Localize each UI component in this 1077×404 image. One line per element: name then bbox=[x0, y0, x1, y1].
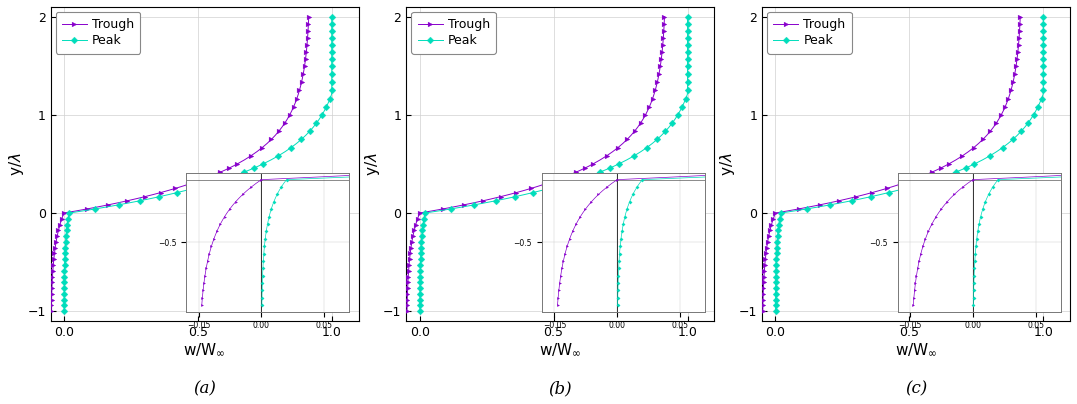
X-axis label: w/W$_\infty$: w/W$_\infty$ bbox=[540, 342, 582, 358]
Trough bbox=[1002, 96, 1015, 101]
Trough bbox=[761, 237, 774, 242]
Trough bbox=[756, 300, 769, 305]
Line: Trough: Trough bbox=[48, 14, 311, 314]
Trough bbox=[574, 168, 587, 173]
Peak bbox=[913, 182, 926, 187]
Trough bbox=[219, 168, 232, 173]
Trough bbox=[45, 288, 58, 293]
Peak bbox=[771, 237, 784, 242]
Peak bbox=[201, 182, 214, 187]
Peak bbox=[599, 168, 612, 173]
Trough bbox=[45, 300, 58, 305]
Trough bbox=[45, 309, 58, 314]
Peak bbox=[681, 14, 694, 19]
Legend: Trough, Peak: Trough, Peak bbox=[56, 12, 140, 54]
Trough bbox=[646, 96, 659, 101]
Text: (b): (b) bbox=[548, 381, 572, 398]
Y-axis label: y/$\lambda$: y/$\lambda$ bbox=[6, 152, 26, 176]
Peak bbox=[414, 300, 426, 305]
Trough bbox=[1013, 14, 1026, 19]
Trough bbox=[537, 182, 550, 187]
Peak bbox=[59, 237, 72, 242]
Trough bbox=[182, 182, 195, 187]
Peak bbox=[323, 96, 336, 101]
Peak bbox=[769, 300, 782, 305]
Text: (c): (c) bbox=[905, 381, 927, 398]
Trough bbox=[757, 288, 770, 293]
Legend: Trough, Peak: Trough, Peak bbox=[411, 12, 495, 54]
Y-axis label: y/$\lambda$: y/$\lambda$ bbox=[718, 152, 738, 176]
Peak bbox=[325, 14, 338, 19]
X-axis label: w/W$_\infty$: w/W$_\infty$ bbox=[895, 342, 937, 358]
Trough bbox=[658, 14, 671, 19]
Y-axis label: y/$\lambda$: y/$\lambda$ bbox=[363, 152, 381, 176]
Trough bbox=[931, 168, 943, 173]
Peak bbox=[57, 309, 70, 314]
Line: Peak: Peak bbox=[61, 14, 334, 314]
Peak bbox=[769, 288, 782, 293]
Trough bbox=[51, 237, 64, 242]
Peak bbox=[414, 288, 426, 293]
Legend: Trough, Peak: Trough, Peak bbox=[767, 12, 852, 54]
X-axis label: w/W$_\infty$: w/W$_\infty$ bbox=[183, 342, 226, 358]
Trough bbox=[291, 96, 304, 101]
Trough bbox=[401, 300, 414, 305]
Peak bbox=[415, 237, 428, 242]
Line: Peak: Peak bbox=[773, 14, 1046, 314]
Line: Trough: Trough bbox=[760, 14, 1023, 314]
Peak bbox=[769, 309, 782, 314]
Peak bbox=[954, 168, 967, 173]
Trough bbox=[406, 237, 419, 242]
Peak bbox=[680, 96, 693, 101]
Text: (a): (a) bbox=[193, 381, 216, 398]
Peak bbox=[557, 182, 570, 187]
Peak bbox=[1035, 96, 1048, 101]
Trough bbox=[756, 309, 769, 314]
Trough bbox=[401, 309, 414, 314]
Peak bbox=[242, 168, 255, 173]
Trough bbox=[893, 182, 906, 187]
Peak bbox=[414, 309, 426, 314]
Peak bbox=[58, 288, 71, 293]
Line: Peak: Peak bbox=[418, 14, 690, 314]
Line: Trough: Trough bbox=[405, 14, 667, 314]
Peak bbox=[58, 300, 71, 305]
Trough bbox=[401, 288, 414, 293]
Trough bbox=[303, 14, 316, 19]
Peak bbox=[1037, 14, 1050, 19]
